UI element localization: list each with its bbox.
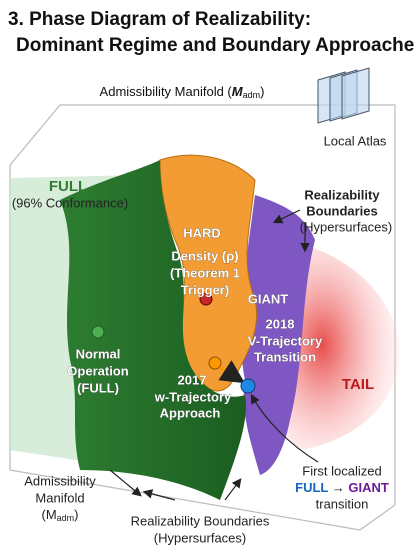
hard-region bbox=[159, 154, 258, 392]
tail-name: TAIL bbox=[342, 376, 374, 393]
trajectory-2017: 2017 bbox=[178, 372, 207, 387]
transition-dot bbox=[240, 378, 256, 394]
full-note: (96% Conformance) bbox=[12, 195, 128, 210]
transition-to: GIANT bbox=[348, 480, 389, 495]
normal-label: (FULL) bbox=[77, 380, 119, 395]
top-label-text: Admissibility Manifold ( bbox=[100, 84, 233, 99]
top-label: Admissibility Manifold (Madm) bbox=[100, 84, 265, 100]
full-name: FULL bbox=[49, 178, 87, 195]
boundaries-label: Realizability bbox=[304, 187, 380, 202]
hard-name: HARD bbox=[183, 225, 221, 240]
bottom-left-label: Manifold bbox=[35, 490, 84, 505]
bottom-left-label: Admissibility bbox=[24, 473, 96, 488]
trajectory-2018: 2018 bbox=[266, 316, 295, 331]
trajectory-2018: Transition bbox=[254, 349, 316, 364]
giant-region bbox=[240, 195, 315, 475]
top-label-symbol: M bbox=[232, 84, 244, 99]
bottom-left-sub: adm bbox=[57, 513, 75, 523]
top-label-sub: adm bbox=[243, 90, 261, 100]
top-label-suffix: ) bbox=[260, 84, 264, 99]
trajectory-arrow bbox=[218, 360, 246, 384]
trajectory-2017: w-Trajectory bbox=[154, 389, 232, 404]
hard-dot bbox=[199, 292, 213, 306]
transition-arrow: → bbox=[332, 480, 345, 495]
trajectory-2018: V-Trajectory bbox=[248, 333, 323, 348]
bottom-left-label: (Madm) bbox=[41, 507, 78, 523]
title-line2: Dominant Regime and Boundary Approaches. bbox=[16, 35, 414, 56]
title-line1: 3. Phase Diagram of Realizability: bbox=[8, 9, 311, 30]
transition-from: FULL bbox=[295, 480, 328, 495]
normal-label: Normal bbox=[76, 346, 121, 361]
bottom-left-symbol: (M bbox=[41, 507, 56, 522]
trajectory-2017: Approach bbox=[160, 405, 221, 420]
full-region bbox=[60, 160, 246, 500]
normal-label: Operation bbox=[67, 363, 128, 378]
transition-line1: First localized bbox=[302, 463, 381, 478]
bottom-center-label: (Hypersurfaces) bbox=[154, 530, 246, 545]
callouts bbox=[109, 209, 319, 501]
approach-dot bbox=[208, 356, 222, 370]
normal-dot bbox=[91, 325, 105, 339]
atlas-label: Local Atlas bbox=[324, 133, 387, 148]
atlas-icon bbox=[317, 67, 370, 124]
boundaries-label: (Hypersurfaces) bbox=[300, 219, 392, 234]
transition-line3: transition bbox=[316, 496, 369, 511]
hard-line: Density (ρ) bbox=[171, 248, 238, 263]
giant-name: GIANT bbox=[248, 291, 289, 306]
hard-line: (Theorem 1 bbox=[170, 265, 240, 280]
boundaries-label: Boundaries bbox=[306, 203, 378, 218]
bottom-center-label: Realizability Boundaries bbox=[131, 513, 270, 528]
transition-line2: FULL → GIANT bbox=[295, 480, 389, 495]
bottom-left-suffix: ) bbox=[74, 507, 78, 522]
hard-line: Trigger) bbox=[181, 282, 229, 297]
